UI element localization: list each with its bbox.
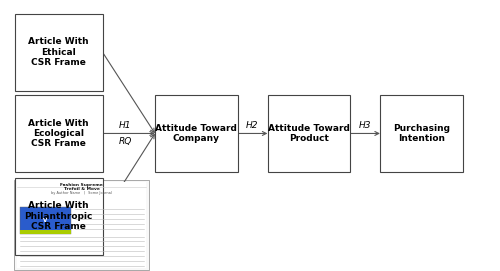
FancyArrowPatch shape	[102, 52, 154, 133]
Text: V: V	[43, 218, 48, 223]
Text: Fashion Supreme: Fashion Supreme	[60, 183, 103, 187]
FancyArrowPatch shape	[102, 134, 154, 216]
Text: H1: H1	[119, 121, 131, 130]
FancyBboxPatch shape	[380, 95, 462, 172]
FancyArrowPatch shape	[350, 131, 379, 136]
FancyArrowPatch shape	[102, 131, 154, 136]
FancyBboxPatch shape	[268, 95, 350, 172]
FancyBboxPatch shape	[155, 95, 238, 172]
Text: Article With
Ecological
CSR Frame: Article With Ecological CSR Frame	[28, 119, 89, 148]
Text: RQ: RQ	[118, 137, 132, 146]
FancyBboxPatch shape	[20, 230, 71, 234]
FancyBboxPatch shape	[14, 180, 149, 270]
Text: Purchasing
Intention: Purchasing Intention	[393, 124, 450, 143]
Text: Attitude Toward
Company: Attitude Toward Company	[156, 124, 237, 143]
FancyBboxPatch shape	[15, 178, 102, 255]
Text: Article With
Ethical
CSR Frame: Article With Ethical CSR Frame	[28, 37, 89, 67]
Text: Trefoil & Move: Trefoil & Move	[64, 187, 100, 191]
FancyBboxPatch shape	[20, 207, 71, 234]
Text: H3: H3	[359, 121, 371, 130]
Text: by Author Name   |   Some Journal: by Author Name | Some Journal	[51, 191, 112, 195]
Text: H2: H2	[246, 121, 259, 130]
FancyArrowPatch shape	[238, 131, 266, 136]
Text: Article With
Philanthropic
CSR Frame: Article With Philanthropic CSR Frame	[24, 201, 93, 231]
FancyBboxPatch shape	[15, 14, 102, 91]
FancyBboxPatch shape	[17, 182, 146, 268]
Text: Attitude Toward
Product: Attitude Toward Product	[268, 124, 349, 143]
FancyBboxPatch shape	[15, 95, 102, 172]
